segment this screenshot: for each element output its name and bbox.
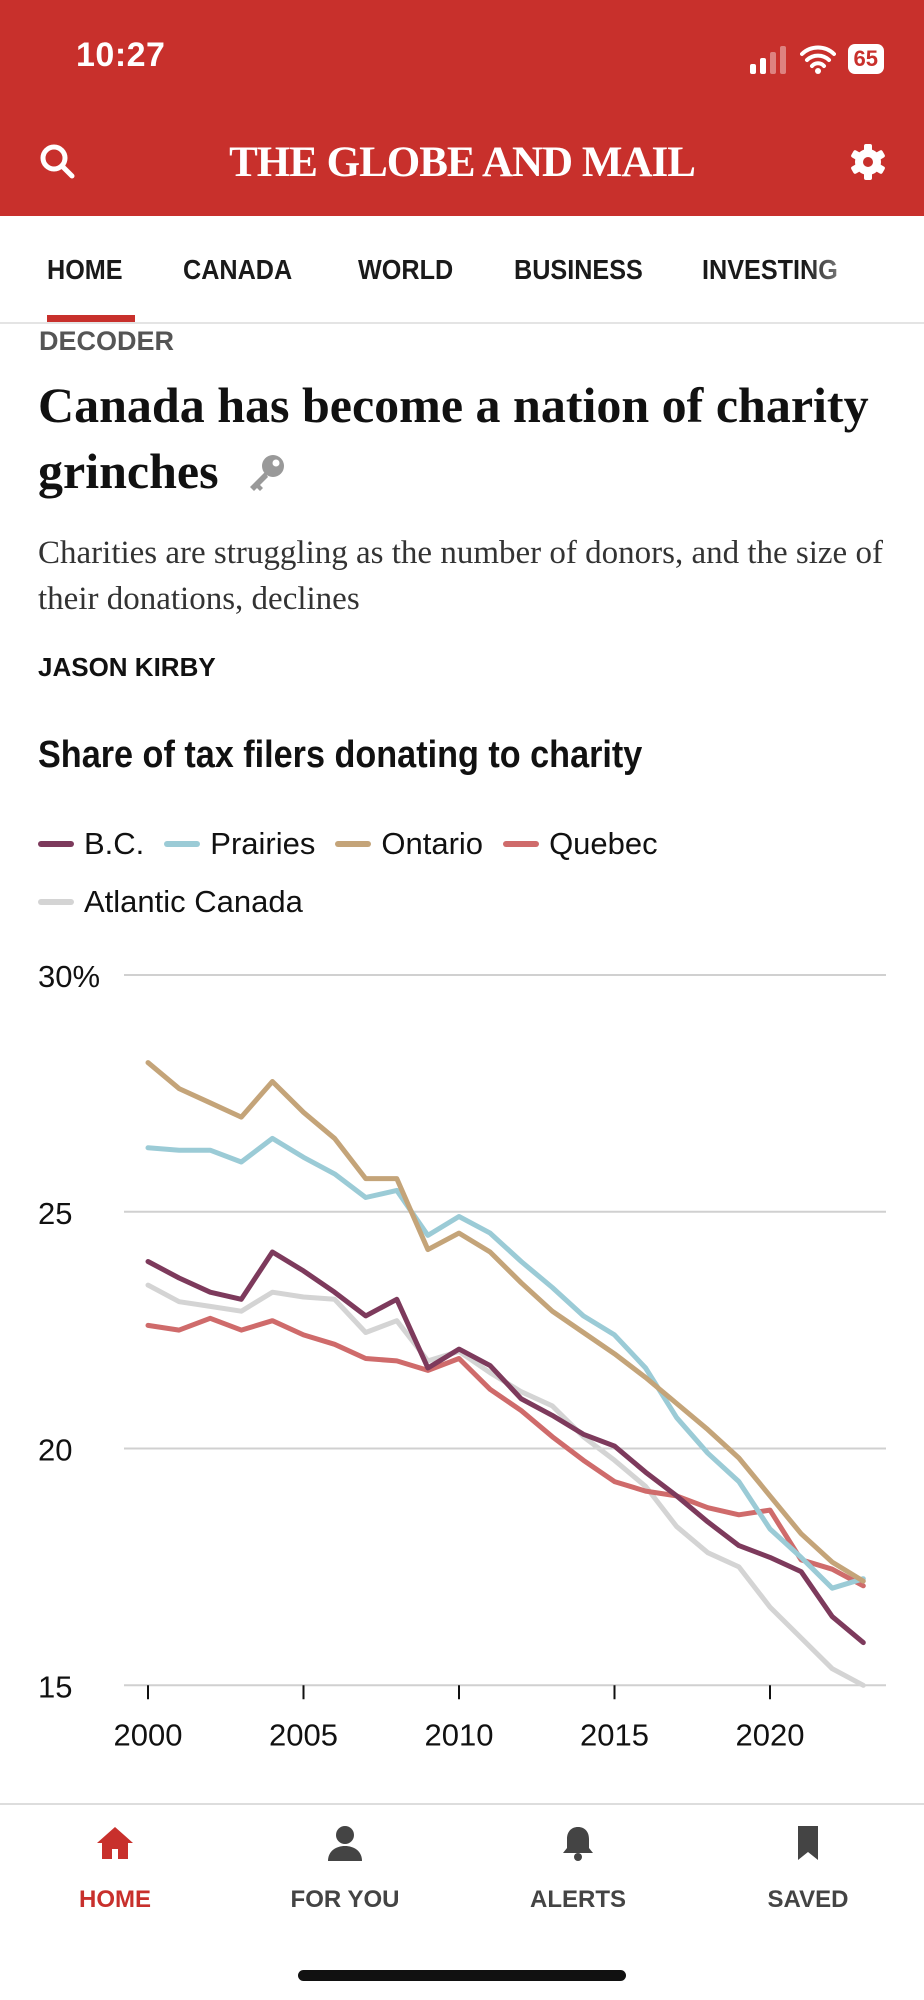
home-icon [97, 1827, 133, 1859]
bottom-nav-label: FOR YOU [290, 1886, 400, 1913]
article-headline: Canada has become a nation of charity gr… [38, 372, 898, 504]
y-tick-label: 20 [38, 1433, 72, 1468]
signal-icon [749, 46, 786, 74]
person-icon [328, 1826, 362, 1861]
legend-swatch [38, 841, 74, 847]
series-line-b-c- [145, 1249, 866, 1646]
legend-swatch [164, 841, 201, 847]
bottom-nav-label: ALERTS [530, 1886, 626, 1913]
legend-item-quebec: Quebec [503, 826, 658, 862]
legend-swatch [335, 841, 372, 847]
legend-label: B.C. [84, 826, 145, 861]
tab-business[interactable]: BUSINESS [514, 254, 643, 285]
headline-text: Canada has become a nation of charity gr… [38, 377, 869, 499]
x-tick-label: 2005 [269, 1717, 338, 1752]
search-icon[interactable] [38, 142, 78, 182]
scroll-fade [804, 216, 924, 322]
home-indicator[interactable] [298, 1970, 626, 1981]
series-line-prairies [145, 1135, 866, 1591]
legend-swatch [503, 841, 540, 847]
active-tab-indicator [47, 315, 135, 322]
battery-indicator: 65 [847, 44, 884, 74]
series-line-ontario [145, 1060, 866, 1584]
bottom-nav-for-you[interactable]: FOR YOU [265, 1825, 425, 1914]
bookmark-icon [798, 1826, 818, 1860]
x-tick-label: 2010 [425, 1717, 494, 1752]
article-dek: Charities are struggling as the number o… [38, 535, 883, 617]
bottom-nav-home[interactable]: HOME [35, 1825, 195, 1914]
bottom-nav-label: SAVED [767, 1886, 849, 1913]
key-icon [250, 455, 285, 491]
bottom-nav-alerts[interactable]: ALERTS [498, 1825, 658, 1914]
chart-title: Share of tax filers donating to charity [38, 734, 643, 776]
article-kicker[interactable]: DECODER [39, 326, 175, 356]
legend-item-atlantic: Atlantic Canada [38, 884, 303, 920]
tab-canada[interactable]: CANADA [183, 254, 293, 285]
legend-swatch [38, 899, 74, 905]
series-line-quebec [145, 1315, 866, 1589]
gear-icon[interactable] [848, 142, 888, 182]
bottom-nav-saved[interactable]: SAVED [728, 1825, 888, 1914]
y-tick-label: 25 [38, 1196, 72, 1231]
legend-label: Prairies [210, 826, 316, 861]
y-tick-label: 15 [38, 1669, 72, 1704]
x-tick-label: 2020 [736, 1717, 805, 1752]
tab-home[interactable]: HOME [47, 254, 123, 285]
wifi-icon [799, 45, 836, 74]
bottom-nav: HOME FOR YOU ALERTS SAVED [0, 1803, 924, 2000]
legend-item-ontario: Ontario [335, 826, 483, 862]
legend-label: Ontario [381, 826, 484, 861]
x-tick-label: 2000 [114, 1717, 183, 1752]
y-tick-label: 30% [38, 959, 100, 994]
x-tick-label: 2015 [580, 1717, 649, 1752]
legend-label: Atlantic Canada [84, 884, 303, 919]
tab-world[interactable]: WORLD [358, 254, 454, 285]
legend-item-bc: B.C. [38, 826, 144, 862]
bottom-nav-label: HOME [79, 1886, 151, 1913]
app-header: 10:27 65 THE GLOBE AND MAIL [0, 0, 924, 216]
section-nav: HOME CANADA WORLD BUSINESS INVESTING W [0, 216, 924, 324]
line-chart: 15 20 25 30% 2000 2005 2010 2015 2020 [38, 959, 886, 1752]
legend-label: Quebec [549, 826, 658, 861]
series-line-atlantic-canada [145, 1282, 866, 1688]
bell-icon [563, 1827, 593, 1861]
logo: THE GLOBE AND MAIL [229, 139, 696, 186]
article-byline[interactable]: JASON KIRBY [38, 652, 216, 682]
legend-item-prairies: Prairies [164, 826, 315, 862]
status-icons: 65 [748, 44, 884, 74]
status-time: 10:27 [76, 36, 166, 74]
chart-legend: B.C. Prairies Ontario Quebec Atlantic Ca… [38, 826, 898, 920]
